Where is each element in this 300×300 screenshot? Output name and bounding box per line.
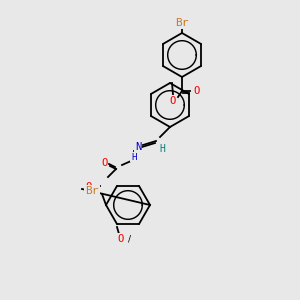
Text: Br: Br [85,186,99,196]
Text: O: O [117,234,123,244]
Text: H: H [131,152,137,161]
Text: N: N [135,142,141,152]
Text: O: O [169,96,175,106]
Text: Br: Br [175,18,189,28]
Text: O: O [85,182,91,192]
Text: O: O [101,158,107,168]
Text: H: H [159,144,165,154]
Text: /: / [128,235,131,244]
Text: O: O [193,86,199,96]
